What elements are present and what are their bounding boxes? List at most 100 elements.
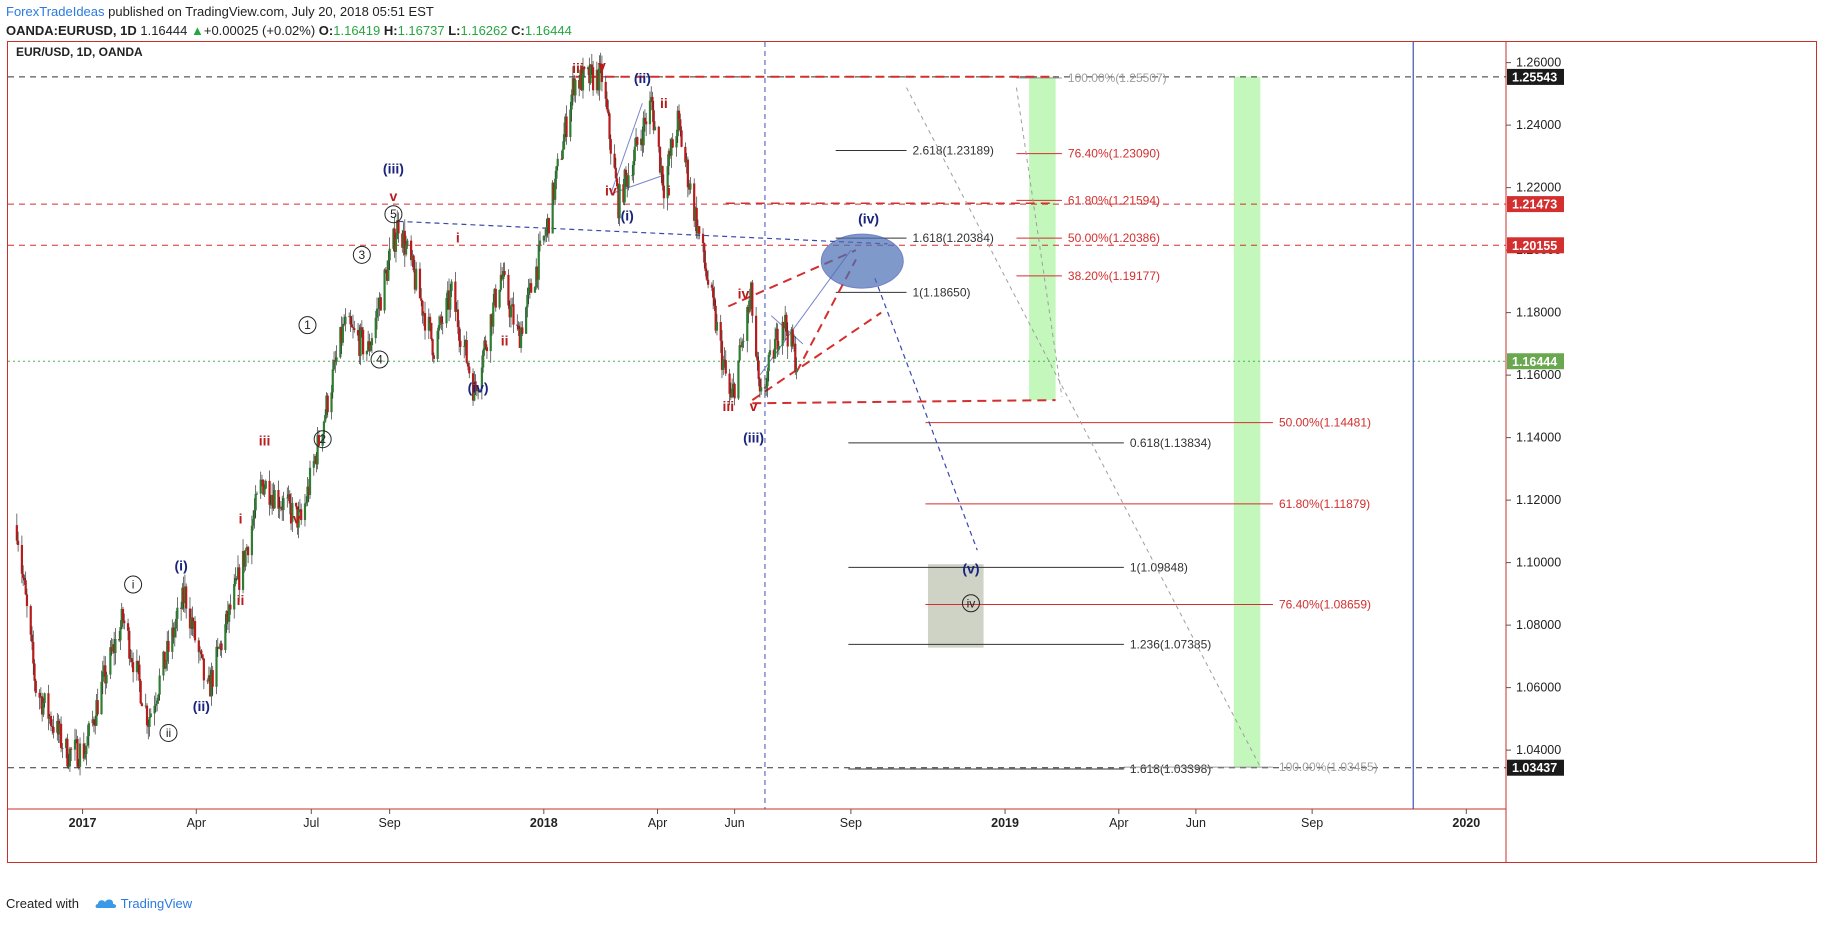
price-badge-label-3: 1.16444 [1512, 355, 1557, 369]
candle-body [693, 183, 696, 221]
candle-body [561, 149, 564, 160]
candle-body [340, 327, 343, 343]
price-chart[interactable]: EUR/USD, 1D, OANDA 100.00%(1.25507) 2.618(… [8, 42, 1816, 862]
candle-body [192, 621, 195, 629]
candle-body [57, 720, 60, 735]
candle-body [383, 269, 386, 311]
candle-body [95, 700, 98, 726]
candle-body [533, 287, 537, 293]
candle-body [272, 494, 275, 509]
candle-body [413, 270, 417, 290]
candle-body [129, 658, 132, 659]
candle-body [58, 723, 61, 735]
candle-body [78, 743, 82, 767]
candle-body [235, 578, 238, 580]
fib-diagonal-1 [906, 87, 1261, 768]
candle-body [432, 355, 435, 359]
candle-body [262, 479, 265, 495]
candle-body [650, 96, 653, 101]
wave-label-21: (iii) [743, 429, 764, 445]
candle-body [543, 235, 547, 237]
x-tick-label-7: Sep [840, 816, 862, 830]
candle-body [742, 340, 745, 342]
candle-body [562, 134, 566, 150]
candle-body [182, 587, 185, 604]
candle-body [492, 302, 495, 327]
candle-body [636, 137, 639, 145]
candle-body [102, 665, 106, 672]
candle-body [76, 738, 79, 767]
candle-body [85, 745, 88, 755]
candle-body [226, 610, 229, 622]
candle-body [729, 393, 732, 398]
candle-body [530, 283, 533, 293]
candle-body [555, 166, 558, 179]
candle-body [730, 388, 734, 398]
candle-body [776, 328, 779, 350]
candle-body [164, 661, 168, 669]
circled-label-7: 5 [390, 207, 397, 221]
candle-body [234, 578, 237, 584]
candle-body [259, 479, 262, 494]
candle-body [598, 63, 601, 91]
publisher-link[interactable]: ForexTradeIdeas [6, 4, 105, 19]
wave-label-8: (i) [621, 207, 634, 223]
candle-body [527, 287, 530, 295]
candle-body [501, 274, 504, 280]
candle-body [583, 66, 586, 70]
wave-label-9: i [456, 229, 460, 245]
candle-body [661, 166, 664, 186]
candle-body [781, 321, 784, 346]
candle-body [147, 725, 150, 727]
circled-label-ring-1 [159, 723, 178, 742]
candle-body [210, 670, 213, 697]
candle-body [475, 387, 478, 392]
candle-body [657, 126, 660, 147]
candle-body [139, 680, 142, 704]
y-tick-label-10: 1.06000 [1516, 681, 1561, 695]
candle-body [590, 64, 593, 68]
candle-body [300, 509, 303, 521]
candle-body [211, 670, 214, 687]
candle-body [224, 624, 227, 651]
chart-area[interactable]: EUR/USD, 1D, OANDA 100.00%(1.25507) 2.618(… [7, 41, 1817, 863]
candle-body [712, 287, 715, 298]
candle-body [15, 525, 18, 541]
candle-body [669, 150, 672, 156]
candle-body [370, 338, 374, 346]
candle-body [101, 671, 104, 682]
x-tick-label-10: Jun [1186, 816, 1206, 830]
candle-body [25, 594, 29, 607]
wave-label-22: (iv) [858, 211, 879, 227]
candle-body [220, 643, 223, 651]
candle-body [185, 586, 188, 609]
candle-body [32, 641, 35, 664]
candle-body [120, 608, 123, 628]
candle-body [173, 628, 176, 638]
x-tick-label-8: 2019 [991, 816, 1019, 830]
candle-body [341, 323, 344, 343]
wave-label-13: iv [289, 511, 301, 527]
candle-body [545, 227, 548, 236]
candle-body [279, 506, 283, 508]
wave-label-1: v [390, 188, 398, 204]
candle-body [225, 610, 228, 625]
wave-label-16: (i) [175, 557, 188, 573]
candle-body [334, 359, 337, 362]
candle-body [790, 329, 793, 347]
fib-label-12: 76.40%(1.08659) [1279, 598, 1371, 612]
y-tick-label-6: 1.14000 [1516, 431, 1561, 445]
candle-body [476, 388, 480, 392]
candle-body [176, 607, 179, 619]
wave-label-11: (iv) [468, 379, 489, 395]
candle-body [483, 340, 486, 351]
candle-body [24, 580, 27, 595]
candle-body [410, 240, 413, 261]
candle-body [289, 503, 293, 523]
candle-body [330, 392, 333, 413]
projection-line [874, 278, 978, 551]
candle-body [685, 159, 688, 163]
tradingview-link[interactable]: TradingView [120, 896, 193, 911]
candle-body [589, 64, 592, 84]
candle-body [751, 282, 754, 316]
